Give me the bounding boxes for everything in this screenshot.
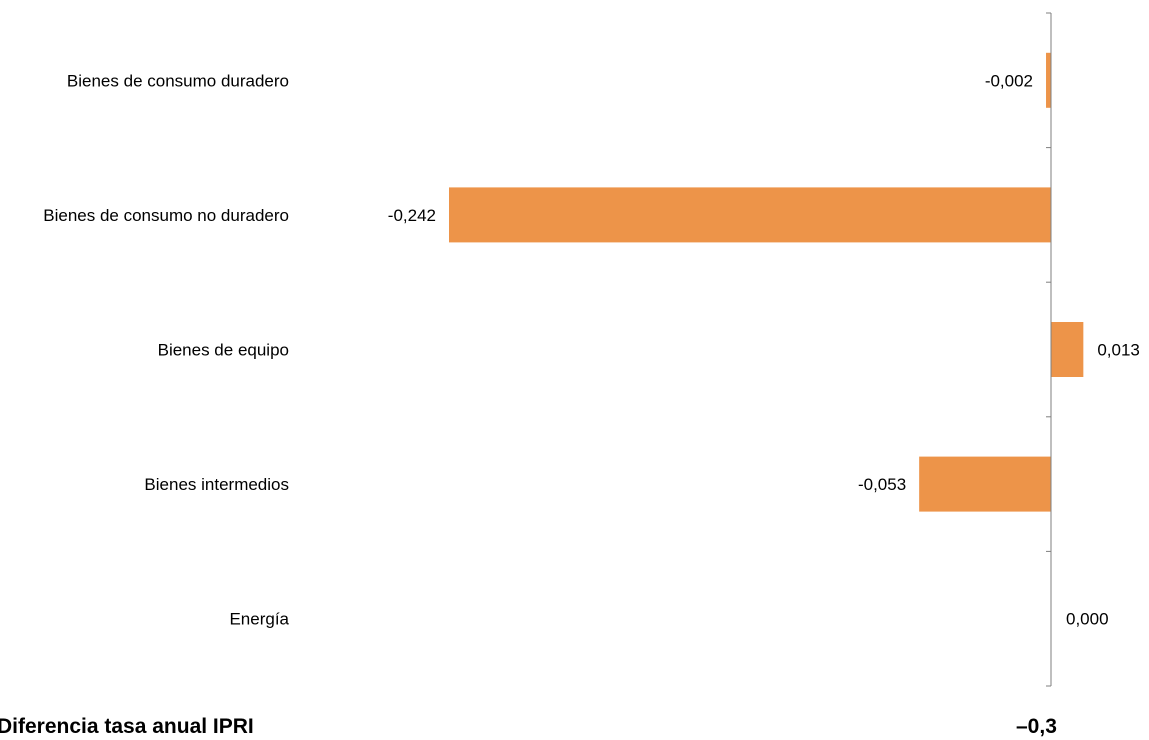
bar-2	[1051, 322, 1084, 377]
category-label-1: Bienes de consumo no duradero	[43, 206, 289, 225]
category-label-0: Bienes de consumo duradero	[67, 71, 289, 90]
bar-3	[919, 456, 1051, 512]
footer-title: Diferencia tasa anual IPRI	[0, 715, 254, 738]
data-label-4: 0,000	[1066, 610, 1109, 629]
bar-1	[449, 187, 1051, 243]
data-label-1: -0,242	[388, 206, 436, 225]
data-label-3: -0,053	[858, 475, 906, 494]
labels-layer: Bienes de consumo duradero -0,002 Bienes d…	[43, 71, 1140, 628]
bar-0	[1046, 52, 1051, 108]
category-label-3: Bienes intermedios	[144, 475, 289, 494]
footer-value: –0,3	[1016, 715, 1057, 738]
data-label-0: -0,002	[985, 71, 1033, 90]
bars-layer	[449, 52, 1084, 512]
category-label-2: Bienes de equipo	[158, 341, 289, 360]
data-label-2: 0,013	[1097, 341, 1140, 360]
category-label-4: Energía	[229, 610, 289, 629]
value-axis	[1046, 12, 1052, 687]
